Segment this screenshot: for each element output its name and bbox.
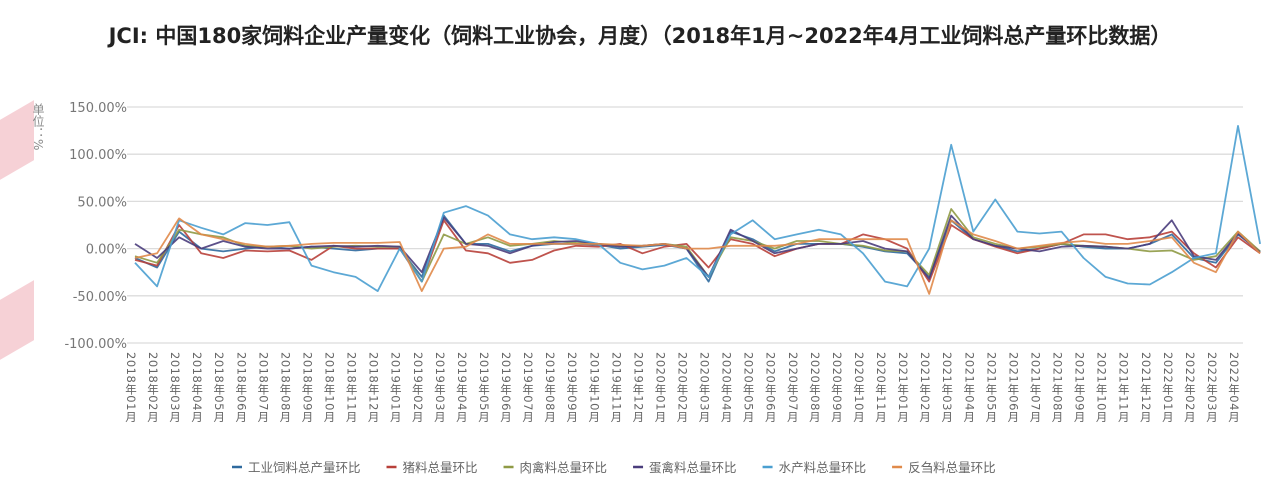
x-tick-label: 2019年06月	[499, 352, 513, 423]
x-tick-label: 2018年03月	[168, 352, 182, 423]
x-tick-label: 2021年06月	[1006, 352, 1020, 423]
x-tick-label: 2019年07月	[521, 352, 535, 423]
x-tick-label: 2020年11月	[874, 352, 888, 423]
x-tick-label: 2021年03月	[940, 352, 954, 423]
x-tick-label: 2019年01月	[389, 352, 403, 423]
x-tick-label: 2022年02月	[1183, 352, 1197, 423]
x-tick-label: 2018年09月	[300, 352, 314, 423]
x-tick-label: 2019年02月	[411, 352, 425, 423]
x-tick-label: 2020年10月	[852, 352, 866, 423]
x-tick-label: 2018年08月	[278, 352, 292, 423]
x-tick-label: 2018年11月	[345, 352, 359, 423]
x-tick-label: 2018年12月	[367, 352, 381, 423]
x-tick-label: 2021年05月	[984, 352, 998, 423]
x-tick-label: 2019年05月	[477, 352, 491, 423]
series-line-4	[134, 214, 1261, 280]
x-tick-label: 2020年02月	[676, 352, 690, 423]
x-tick-label: 2021年08月	[1051, 352, 1065, 423]
y-tick-label: 150.00%	[69, 101, 127, 116]
x-tick-label: 2021年11月	[1117, 352, 1131, 423]
y-tick-label: -50.00%	[73, 290, 127, 305]
x-tick-label: 2018年04月	[190, 352, 204, 423]
x-tick-label: 2019年11月	[609, 352, 623, 423]
x-tick-label: 2022年01月	[1161, 352, 1175, 423]
y-axis-label: 单位：%	[31, 103, 45, 151]
x-tick-label: 2020年08月	[808, 352, 822, 423]
x-tick-label: 2021年01月	[896, 352, 910, 423]
x-tick-label: 2020年07月	[786, 352, 800, 423]
x-tick-label: 2018年10月	[323, 352, 337, 423]
y-tick-label: 50.00%	[77, 195, 127, 210]
x-tick-label: 2021年07月	[1028, 352, 1042, 423]
x-tick-label: 2021年10月	[1095, 352, 1109, 423]
chart-title: JCI: 中国180家饲料企业产量变化（饲料工业协会，月度）（2018年1月~2…	[108, 24, 1172, 48]
x-tick-label: 2021年02月	[918, 352, 932, 423]
legend-label-5: 水产料总量环比	[779, 460, 867, 475]
x-tick-label: 2021年09月	[1073, 352, 1087, 423]
legend-label-4: 蛋禽料总量环比	[649, 460, 737, 475]
x-tick-label: 2019年03月	[433, 352, 447, 423]
y-tick-label: -100.00%	[64, 337, 127, 352]
x-tick-label: 2020年05月	[742, 352, 756, 423]
legend-label-2: 猪料总量环比	[403, 460, 478, 475]
x-tick-label: 2018年01月	[124, 352, 138, 423]
x-tick-label: 2019年12月	[631, 352, 645, 423]
x-tick-label: 2020年03月	[698, 352, 712, 423]
series-line-5	[134, 125, 1261, 293]
series-line-6	[134, 217, 1261, 295]
x-tick-label: 2019年09月	[565, 352, 579, 423]
legend-label-3: 肉禽料总量环比	[520, 460, 608, 475]
x-tick-label: 2021年04月	[962, 352, 976, 423]
legend-label-6: 反刍料总量环比	[908, 460, 996, 475]
legend-label-1: 工业饲料总产量环比	[248, 460, 361, 475]
x-tick-label: 2019年10月	[587, 352, 601, 423]
x-tick-label: 2020年09月	[830, 352, 844, 423]
x-tick-label: 2019年08月	[543, 352, 557, 423]
x-tick-label: 2020年04月	[720, 352, 734, 423]
x-tick-label: 2020年01月	[653, 352, 667, 423]
x-tick-label: 2019年04月	[455, 352, 469, 423]
y-tick-label: 100.00%	[69, 148, 127, 163]
x-tick-label: 2022年03月	[1205, 352, 1219, 423]
y-tick-label: 0.00%	[86, 243, 127, 258]
x-tick-label: 2021年12月	[1139, 352, 1153, 423]
x-tick-label: 2018年07月	[256, 352, 270, 423]
x-tick-label: 2020年06月	[764, 352, 778, 423]
series-line-2	[134, 219, 1261, 283]
x-tick-label: 2022年04月	[1227, 352, 1241, 423]
x-tick-label: 2018年06月	[234, 352, 248, 423]
x-tick-label: 2018年02月	[146, 352, 160, 423]
x-tick-label: 2018年05月	[212, 352, 226, 423]
